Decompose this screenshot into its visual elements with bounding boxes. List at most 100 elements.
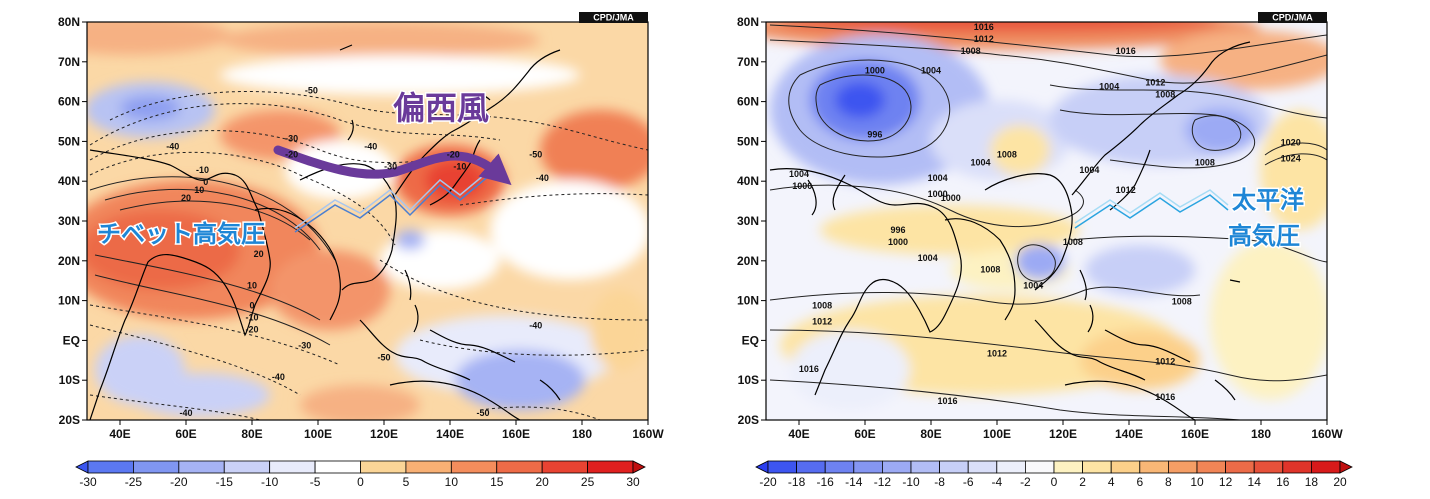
left-lat-label: 40N [58, 174, 80, 188]
left-lat-label: 20N [58, 254, 80, 268]
right-colorbar-tick-label: -16 [817, 475, 835, 489]
right-contour-label: 1000 [865, 66, 885, 76]
right-colorbar-bin [1139, 460, 1169, 474]
right-colorbar-tick-label: 20 [1333, 475, 1347, 489]
left-map-panel: -50-40-30-20-1001020-40-30-20-10-50-4020… [58, 12, 664, 489]
right-colorbar-bin [1196, 460, 1227, 474]
left-colorbar-tick-label: 30 [626, 475, 640, 489]
left-contour-label: -30 [285, 133, 298, 143]
right-colorbar-bin [1025, 460, 1055, 474]
left-lat-label: 10N [58, 294, 80, 308]
left-lon-label: 120E [370, 427, 398, 441]
westerlies-label: 偏西風 [393, 89, 489, 127]
left-lat-label: 50N [58, 134, 80, 148]
left-lat-label: 20S [59, 413, 80, 427]
left-colorbar-tick-label: 20 [535, 475, 549, 489]
right-lat-label: 40N [737, 174, 759, 188]
right-contour-label: 1016 [974, 22, 994, 32]
right-contour-label: 1004 [918, 253, 938, 263]
right-colorbar-tick-label: 0 [1051, 475, 1058, 489]
right-lat-label: 50N [737, 134, 759, 148]
left-lon-label: 140E [436, 427, 464, 441]
right-contour-label: 1008 [812, 301, 832, 311]
right-lat-label: EQ [742, 333, 759, 347]
right-colorbar-bin [882, 460, 912, 474]
left-colorbar-tick-label: 15 [490, 475, 504, 489]
right-colorbar-tick-label: 12 [1219, 475, 1233, 489]
right-lat-label: 20S [738, 413, 759, 427]
right-colorbar-bin [1253, 460, 1284, 474]
left-colorbar-bin [360, 460, 407, 474]
right-contour-label: 1012 [1155, 356, 1175, 366]
left-contour-label: -40 [166, 141, 179, 151]
right-colorbar-tick-label: 14 [1248, 475, 1262, 489]
left-contour-label: 20 [254, 249, 264, 259]
right-contour-label: 1004 [970, 157, 990, 167]
right-lon-label: 160E [1181, 427, 1209, 441]
left-contour-label: 0 [249, 301, 254, 311]
right-contour-label: 1004 [1079, 165, 1099, 175]
right-map-panel: 1016101210081004100099610161012100810041… [737, 12, 1353, 489]
left-colorbar-bin [223, 460, 271, 474]
right-colorbar-bin [824, 460, 855, 474]
right-axes: 80N 70N 60N 50N 40N 30N 20N 10N EQ 10S 20S 40E 60E 80… [737, 15, 1343, 441]
right-colorbar-bin [1311, 460, 1341, 474]
left-colorbar-tick-label: 10 [445, 475, 459, 489]
right-contour-label: 1012 [1116, 185, 1136, 195]
right-lon-label: 60E [854, 427, 875, 441]
right-contour-label: 1008 [1195, 157, 1215, 167]
right-credit-label: CPD/JMA [1272, 13, 1313, 23]
left-contour-label: -20 [245, 324, 258, 334]
left-colorbar: -30 -25 -20 -15 -10 -5 0 5 10 15 20 25 30 [75, 460, 646, 489]
right-colorbar-tick-label: 18 [1305, 475, 1319, 489]
left-lon-label: 80E [241, 427, 262, 441]
left-lat-label: 60N [58, 95, 80, 109]
right-colorbar-tick-label: -6 [963, 475, 974, 489]
left-colorbar-tick-label: -20 [170, 475, 188, 489]
left-colorbar-tick-label: -25 [125, 475, 143, 489]
right-colorbar-bin [1053, 460, 1084, 474]
left-credit-label: CPD/JMA [593, 13, 634, 23]
right-colorbar-bin [767, 460, 798, 474]
right-contour-label: 1016 [799, 364, 819, 374]
right-lon-label: 40E [788, 427, 809, 441]
right-contour-label: 1000 [888, 237, 908, 247]
right-colorbar-tick-label: 16 [1276, 475, 1290, 489]
left-colorbar-tick-label: 25 [581, 475, 595, 489]
right-lat-label: 10S [738, 373, 759, 387]
right-colorbar-bin [967, 460, 998, 474]
left-lat-label: 10S [59, 373, 80, 387]
left-lon-label: 160W [632, 427, 664, 441]
right-contour-label: 1020 [1281, 137, 1301, 147]
left-contour-label: -10 [196, 165, 209, 175]
right-contour-label: 1012 [987, 348, 1007, 358]
right-colorbar-bin [1282, 460, 1312, 474]
left-contour-label: -30 [384, 161, 397, 171]
right-colorbar-bin [1225, 460, 1255, 474]
right-colorbar-tick-label: 6 [1136, 475, 1143, 489]
right-colorbar-tick-label: -8 [934, 475, 945, 489]
right-contour-label: 1008 [1155, 90, 1175, 100]
right-contour-label: 1004 [928, 173, 948, 183]
right-lat-label: 70N [737, 55, 759, 69]
right-lon-label: 100E [983, 427, 1011, 441]
right-colorbar: -20 -18 -16 -14 -12 -10 -8 -6 -4 -2 0 2 4 6 8 10 12 14 16 1… [755, 460, 1353, 489]
right-colorbar-tick-label: -10 [902, 475, 920, 489]
right-colorbar-tick-label: -20 [759, 475, 777, 489]
left-lon-label: 100E [304, 427, 332, 441]
left-contour-label: 20 [181, 193, 191, 203]
right-colorbar-min-arrow [755, 460, 769, 474]
right-contour-label: 1004 [1099, 82, 1119, 92]
right-contour-label: 1024 [1281, 153, 1301, 163]
right-lat-label: 80N [737, 15, 759, 29]
right-colorbar-bin [1168, 460, 1198, 474]
left-lat-label: 30N [58, 214, 80, 228]
right-colorbar-bin [1110, 460, 1141, 474]
left-colorbar-bin [541, 460, 588, 474]
right-colorbar-bin [796, 460, 826, 474]
right-contour-label: 1016 [1155, 392, 1175, 402]
left-contour-label: 10 [194, 185, 204, 195]
left-axes: 80N 70N 60N 50N 40N 30N 20N 10N EQ 10S 20S 40E 60E 80… [58, 15, 664, 441]
left-contour-label: -20 [285, 149, 298, 159]
right-contour-label: 1012 [974, 34, 994, 44]
